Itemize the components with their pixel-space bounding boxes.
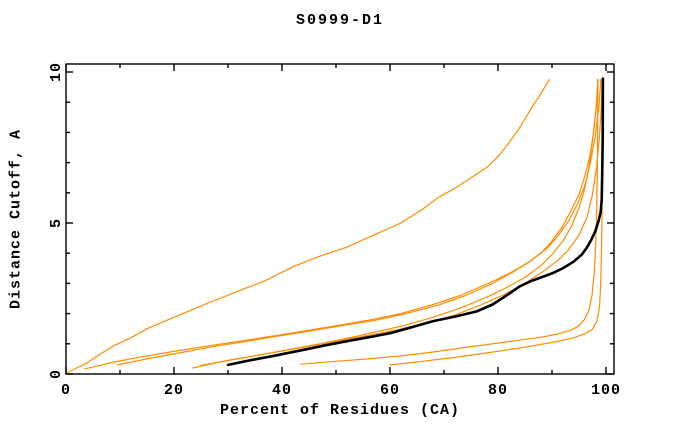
curve-model-6 [300,78,599,365]
curve-model-7 [389,78,604,366]
curve-model-1 [66,78,550,374]
plot-border [65,63,615,375]
y-axis-tick-label: 0 [48,369,65,379]
x-axis-tick-label: 100 [591,382,621,399]
x-axis-label: Percent of Residues (CA) [219,402,461,419]
y-axis-tick-label: 5 [48,218,65,228]
x-axis-tick-label: 80 [488,382,508,399]
x-axis-tick-label: 0 [61,382,71,399]
x-axis-tick-label: 20 [164,382,184,399]
x-axis-tick-label: 60 [380,382,400,399]
curve-model-4 [192,78,599,369]
curve-model-2 [84,78,599,370]
chart-title: S0999-D1 [295,12,384,29]
curve-highlighted-model [226,77,605,367]
x-axis-tick-label: 40 [272,382,292,399]
y-axis-tick-label: 10 [48,62,65,82]
